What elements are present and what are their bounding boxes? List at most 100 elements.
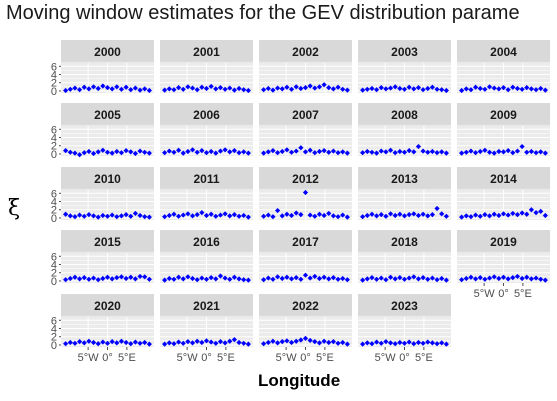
- data-point: [364, 148, 370, 155]
- data-point: [217, 148, 224, 154]
- data-point: [236, 276, 242, 282]
- data-point: [519, 275, 525, 282]
- data-point: [217, 212, 224, 218]
- y-tick-label: 2: [51, 205, 57, 217]
- data-point: [293, 148, 299, 154]
- data-point: [109, 150, 115, 156]
- data-point: [63, 87, 69, 94]
- data-point: [72, 340, 78, 346]
- data-point: [86, 212, 92, 218]
- facet-strip: [259, 294, 352, 317]
- data-point: [330, 86, 336, 92]
- data-point: [104, 213, 111, 219]
- x-tick-label: 5°W: [276, 352, 298, 364]
- data-point: [77, 87, 83, 93]
- facet-strip: [457, 40, 550, 63]
- data-point: [360, 214, 366, 220]
- data-point: [293, 275, 299, 281]
- data-point: [194, 87, 200, 93]
- data-point: [463, 149, 469, 155]
- data-point: [477, 148, 483, 155]
- data-point: [519, 86, 525, 92]
- data-point: [378, 212, 384, 218]
- data-point: [185, 211, 191, 217]
- data-point: [364, 212, 370, 219]
- facet-strip: [61, 40, 154, 63]
- data-point: [146, 87, 152, 94]
- data-point: [128, 87, 134, 93]
- data-point: [95, 149, 101, 155]
- y-tick-label: 0: [51, 340, 57, 352]
- data-point: [335, 340, 341, 346]
- data-point: [519, 143, 525, 150]
- data-point: [109, 276, 115, 282]
- facet-strip-label: 2005: [94, 108, 121, 122]
- data-point: [364, 276, 370, 282]
- data-point: [227, 213, 233, 219]
- data-point: [189, 340, 196, 346]
- x-tick-label: 5°E: [514, 288, 532, 300]
- facet-strip-label: 2004: [490, 45, 517, 59]
- data-point: [100, 147, 106, 153]
- data-point: [142, 86, 148, 92]
- data-point: [406, 275, 412, 281]
- facet-strip: [160, 230, 253, 253]
- data-point: [95, 341, 101, 347]
- data-point: [533, 275, 539, 281]
- data-point: [443, 213, 449, 219]
- data-point: [176, 213, 182, 219]
- data-point: [429, 340, 435, 346]
- data-point: [227, 276, 233, 282]
- data-point: [429, 212, 435, 218]
- data-point: [270, 276, 276, 282]
- data-point: [500, 274, 507, 280]
- y-tick-label: 0: [51, 149, 57, 161]
- facet-strip-label: 2006: [193, 108, 220, 122]
- y-tick-label: 2: [51, 268, 57, 280]
- data-point: [335, 214, 341, 220]
- data-point: [189, 213, 196, 219]
- data-point: [473, 212, 479, 218]
- data-point: [374, 87, 380, 93]
- data-point: [500, 85, 507, 91]
- data-point: [72, 274, 78, 280]
- data-point: [146, 276, 152, 282]
- data-point: [477, 85, 483, 92]
- data-point: [369, 275, 375, 281]
- data-point: [123, 212, 129, 218]
- data-point: [261, 87, 267, 93]
- facet-strip-label: 2018: [391, 235, 418, 249]
- data-point: [231, 337, 237, 343]
- y-tick-label: 0: [51, 86, 57, 98]
- data-point: [100, 83, 106, 89]
- data-point: [392, 150, 398, 156]
- data-point: [284, 338, 290, 344]
- data-point: [146, 341, 152, 347]
- y-tick-label: 4: [51, 133, 57, 145]
- data-point: [109, 339, 115, 345]
- data-point: [473, 276, 479, 282]
- data-point: [270, 87, 276, 93]
- facet-strip-label: 2011: [193, 172, 219, 186]
- data-point: [114, 340, 120, 346]
- data-point: [496, 148, 502, 155]
- data-point: [67, 86, 73, 92]
- data-point: [208, 211, 214, 217]
- data-point: [459, 277, 465, 283]
- facet-strip: [457, 230, 550, 253]
- data-point: [288, 149, 295, 155]
- facet-strip: [358, 294, 451, 317]
- data-point: [203, 150, 210, 156]
- data-point: [468, 87, 474, 93]
- data-point: [137, 340, 143, 346]
- y-tick-label: 4: [51, 324, 57, 336]
- data-point: [288, 276, 295, 282]
- data-point: [538, 85, 544, 92]
- data-point: [397, 148, 403, 155]
- data-point: [236, 150, 242, 156]
- data-point: [524, 85, 530, 91]
- data-point: [171, 87, 177, 93]
- y-tick-label: 4: [51, 70, 57, 82]
- data-point: [275, 207, 281, 214]
